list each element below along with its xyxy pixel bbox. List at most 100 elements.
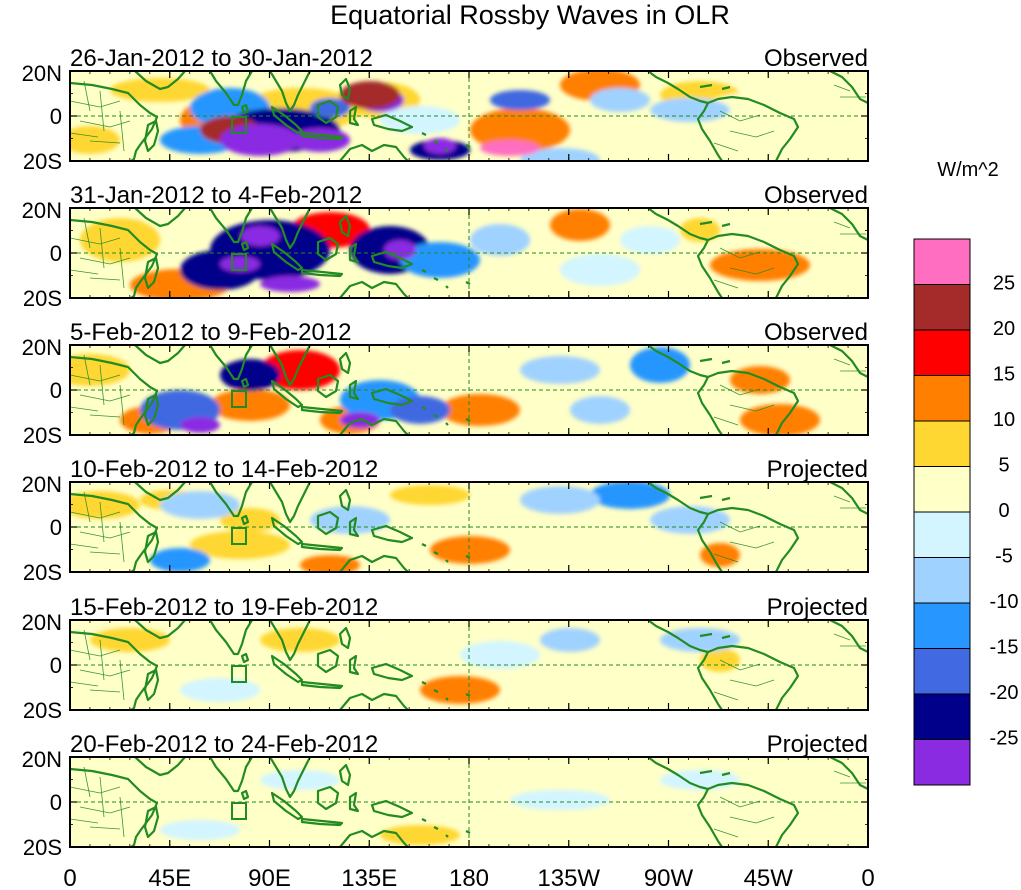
lat-label: 0	[50, 378, 62, 403]
colorbar-label: -15	[990, 637, 1019, 659]
olr-anomaly	[620, 226, 680, 254]
colorbar-swatch	[913, 739, 971, 786]
colorbar-label: -25	[990, 728, 1019, 750]
olr-anomaly	[300, 555, 360, 572]
olr-anomaly	[400, 242, 480, 278]
colorbar-label: -20	[990, 682, 1019, 704]
panel-status: Observed	[764, 319, 868, 346]
panel-1: 20N 0 20S 26-Jan-2012 to 30-Jan-2012 Observe…	[22, 45, 869, 174]
olr-anomaly	[380, 106, 460, 134]
colorbar-label: -10	[990, 591, 1019, 613]
olr-anomaly	[150, 548, 210, 572]
colorbar-label: 20	[993, 318, 1015, 340]
region-box	[231, 527, 247, 545]
lat-label: 20S	[23, 286, 62, 311]
lon-label: 90E	[248, 865, 291, 890]
lon-label: 45E	[148, 865, 191, 890]
region-box	[231, 802, 247, 820]
colorbar-swatch	[913, 557, 971, 604]
olr-anomaly	[480, 140, 540, 156]
olr-anomaly	[424, 138, 456, 154]
panel-status: Projected	[767, 594, 868, 621]
lon-label: 135E	[341, 865, 397, 890]
olr-anomaly	[90, 628, 170, 652]
olr-anomaly	[180, 417, 220, 433]
panel-6: 20N 0 20S 20-Feb-2012 to 24-Feb-2012 Project…	[22, 731, 869, 860]
region-box	[231, 253, 247, 271]
region-box	[231, 390, 247, 408]
lat-label: 0	[50, 653, 62, 678]
colorbar-swatch	[913, 329, 971, 376]
figure-title: Equatorial Rossby Waves in OLR	[330, 0, 730, 30]
olr-anomaly	[390, 396, 450, 424]
olr-anomaly	[650, 98, 730, 122]
colorbar-swatch	[913, 602, 971, 649]
olr-anomaly	[560, 254, 640, 286]
olr-anomaly	[220, 508, 280, 532]
region-box	[231, 665, 247, 683]
olr-anomaly	[420, 676, 500, 704]
lat-label: 0	[50, 790, 62, 815]
lon-label: 0	[861, 865, 874, 890]
colorbar-swatch	[913, 375, 971, 422]
lat-label: 0	[50, 515, 62, 540]
colorbar-swatch	[913, 648, 971, 695]
olr-anomaly	[520, 486, 600, 514]
lat-label: 20S	[23, 149, 62, 174]
panel-5: 20N 0 20S 15-Feb-2012 to 19-Feb-2012 Project…	[22, 594, 869, 723]
olr-anomaly	[470, 108, 570, 152]
lat-label: 0	[50, 104, 62, 129]
lat-label: 20N	[22, 335, 62, 360]
colorbar-swatch	[913, 284, 971, 331]
olr-anomaly	[630, 347, 690, 383]
olr-anomaly	[80, 218, 160, 262]
olr-anomaly	[520, 356, 600, 384]
panel-date-range: 5-Feb-2012 to 9-Feb-2012	[70, 319, 352, 346]
olr-anomaly	[470, 224, 530, 256]
panel-status: Observed	[764, 45, 868, 72]
olr-anomaly	[710, 249, 810, 281]
colorbar-swatch	[913, 511, 971, 558]
olr-anomaly	[310, 98, 350, 118]
olr-anomaly	[430, 536, 510, 564]
panel-status: Projected	[767, 731, 868, 758]
lat-label: 20S	[23, 835, 62, 860]
lat-label: 0	[50, 241, 62, 266]
panel-date-range: 26-Jan-2012 to 30-Jan-2012	[70, 45, 373, 72]
panel-status: Projected	[767, 456, 868, 483]
colorbar-swatch	[913, 420, 971, 467]
olr-anomaly	[70, 491, 140, 519]
colorbar-swatch	[913, 693, 971, 740]
olr-anomaly	[340, 81, 400, 109]
olr-anomaly	[260, 276, 320, 292]
region-box	[231, 116, 247, 134]
lat-label: 20N	[22, 61, 62, 86]
colorbar-swatch	[913, 466, 971, 513]
olr-anomaly	[380, 825, 460, 845]
lon-label: 135W	[537, 865, 600, 890]
olr-anomaly	[490, 90, 550, 110]
olr-anomaly	[460, 641, 540, 669]
olr-anomaly	[590, 482, 670, 509]
colorbar-label: 15	[993, 364, 1015, 386]
panel-2: 20N 0 20S 31-Jan-2012 to 4-Feb-2012 Observed	[22, 182, 869, 311]
lon-label: 0	[63, 865, 76, 890]
olr-anomaly	[700, 543, 740, 567]
olr-anomaly	[590, 88, 650, 112]
olr-anomaly	[220, 256, 260, 272]
lon-label: 90W	[644, 865, 694, 890]
colorbar-swatch	[913, 238, 971, 285]
lat-label: 20S	[23, 423, 62, 448]
panel-date-range: 15-Feb-2012 to 19-Feb-2012	[70, 594, 378, 621]
colorbar-label: 0	[998, 500, 1009, 522]
panel-date-range: 10-Feb-2012 to 14-Feb-2012	[70, 456, 378, 483]
olr-anomaly	[180, 678, 260, 702]
olr-anomaly	[570, 396, 630, 424]
panel-date-range: 20-Feb-2012 to 24-Feb-2012	[70, 731, 378, 758]
colorbar-unit: W/m^2	[937, 159, 999, 181]
olr-anomaly	[210, 389, 290, 421]
olr-anomaly	[740, 404, 820, 435]
colorbar-label: -5	[995, 546, 1013, 568]
lat-label: 20S	[23, 698, 62, 723]
